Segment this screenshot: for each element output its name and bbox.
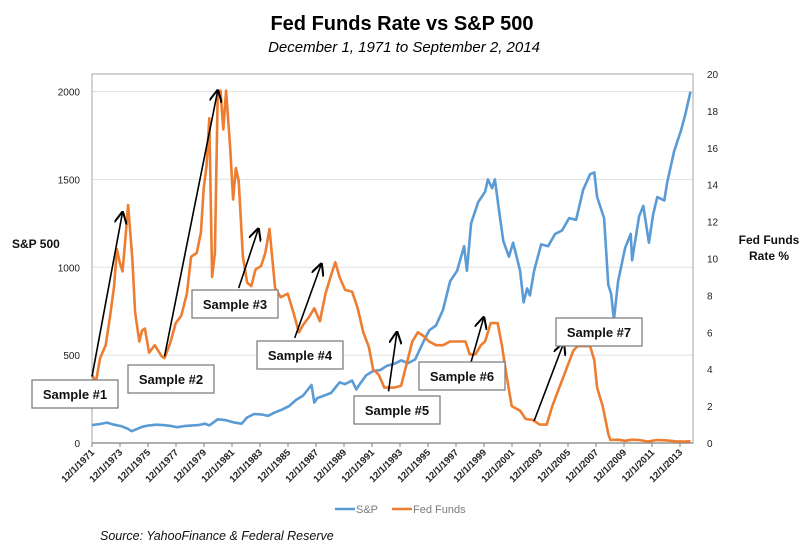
chart-subtitle: December 1, 1971 to September 2, 2014 <box>268 39 540 56</box>
left-tick-label: 0 <box>74 439 80 450</box>
sample-box <box>31 379 119 409</box>
x-axis: 12/1/197112/1/197312/1/197512/1/197712/1… <box>59 442 693 485</box>
sample-box <box>191 289 279 319</box>
sample-label: Sample #3 <box>203 297 267 312</box>
annotations-layer: Sample #1 Sample #2 Sample #3 Sample #4 Samp… <box>31 91 643 425</box>
right-tick-label: 6 <box>707 328 713 339</box>
sample-callout: Sample #2 <box>127 91 218 394</box>
sample-label: Sample #7 <box>567 325 631 340</box>
legend: S&P Fed Funds <box>335 504 466 516</box>
sample-label: Sample #4 <box>268 348 333 363</box>
right-tick-label: 8 <box>707 291 713 302</box>
sample-label: Sample #6 <box>430 369 494 384</box>
sample-label: Sample #5 <box>365 403 429 418</box>
left-axis-ticks: 0 500 1000 1500 2000 <box>58 88 81 450</box>
sample-arrow <box>470 318 484 363</box>
right-tick-label: 20 <box>707 70 719 81</box>
sample-box <box>418 361 506 391</box>
sample-callout: Sample #4 <box>256 264 344 370</box>
left-tick-label: 500 <box>63 351 80 362</box>
legend-label-fed-funds: Fed Funds <box>413 504 466 516</box>
right-tick-label: 2 <box>707 402 713 413</box>
sample-box <box>555 317 643 347</box>
left-tick-label: 2000 <box>58 88 81 99</box>
right-axis-title-line1: Fed Funds <box>739 233 800 247</box>
right-axis-title-line2: Rate % <box>749 249 789 263</box>
source-note: Source: YahooFinance & Federal Reserve <box>100 529 334 543</box>
chart-title: Fed Funds Rate vs S&P 500 <box>270 13 533 35</box>
left-axis-title: S&P 500 <box>12 237 60 251</box>
sample-callout: Sample #3 <box>191 229 279 319</box>
sample-arrow <box>387 332 397 392</box>
right-axis-ticks: 0 2 4 6 8 10 12 14 16 18 20 <box>707 70 719 450</box>
sample-arrow <box>91 212 123 377</box>
right-tick-label: 0 <box>707 439 713 450</box>
sample-callout: Sample #7 <box>533 317 643 422</box>
right-tick-label: 10 <box>707 255 719 266</box>
sample-arrow <box>293 264 322 339</box>
sample-callout: Sample #1 <box>31 212 123 409</box>
sample-box <box>353 395 441 425</box>
sample-box <box>127 364 215 394</box>
sample-label: Sample #1 <box>43 387 107 402</box>
sample-arrow <box>237 229 259 289</box>
legend-label-sp: S&P <box>356 504 378 516</box>
left-tick-label: 1000 <box>58 263 81 274</box>
sample-label: Sample #2 <box>139 372 203 387</box>
right-tick-label: 4 <box>707 365 713 376</box>
sample-callout: Sample #5 <box>353 332 441 425</box>
right-tick-label: 12 <box>707 218 719 229</box>
sample-arrow <box>533 343 563 422</box>
sample-arrow <box>163 91 218 357</box>
right-tick-label: 18 <box>707 107 719 118</box>
sample-box <box>256 340 344 370</box>
right-tick-label: 16 <box>707 144 719 155</box>
sample-callout: Sample #6 <box>418 318 506 391</box>
left-tick-label: 1500 <box>58 175 81 186</box>
right-tick-label: 14 <box>707 181 719 192</box>
